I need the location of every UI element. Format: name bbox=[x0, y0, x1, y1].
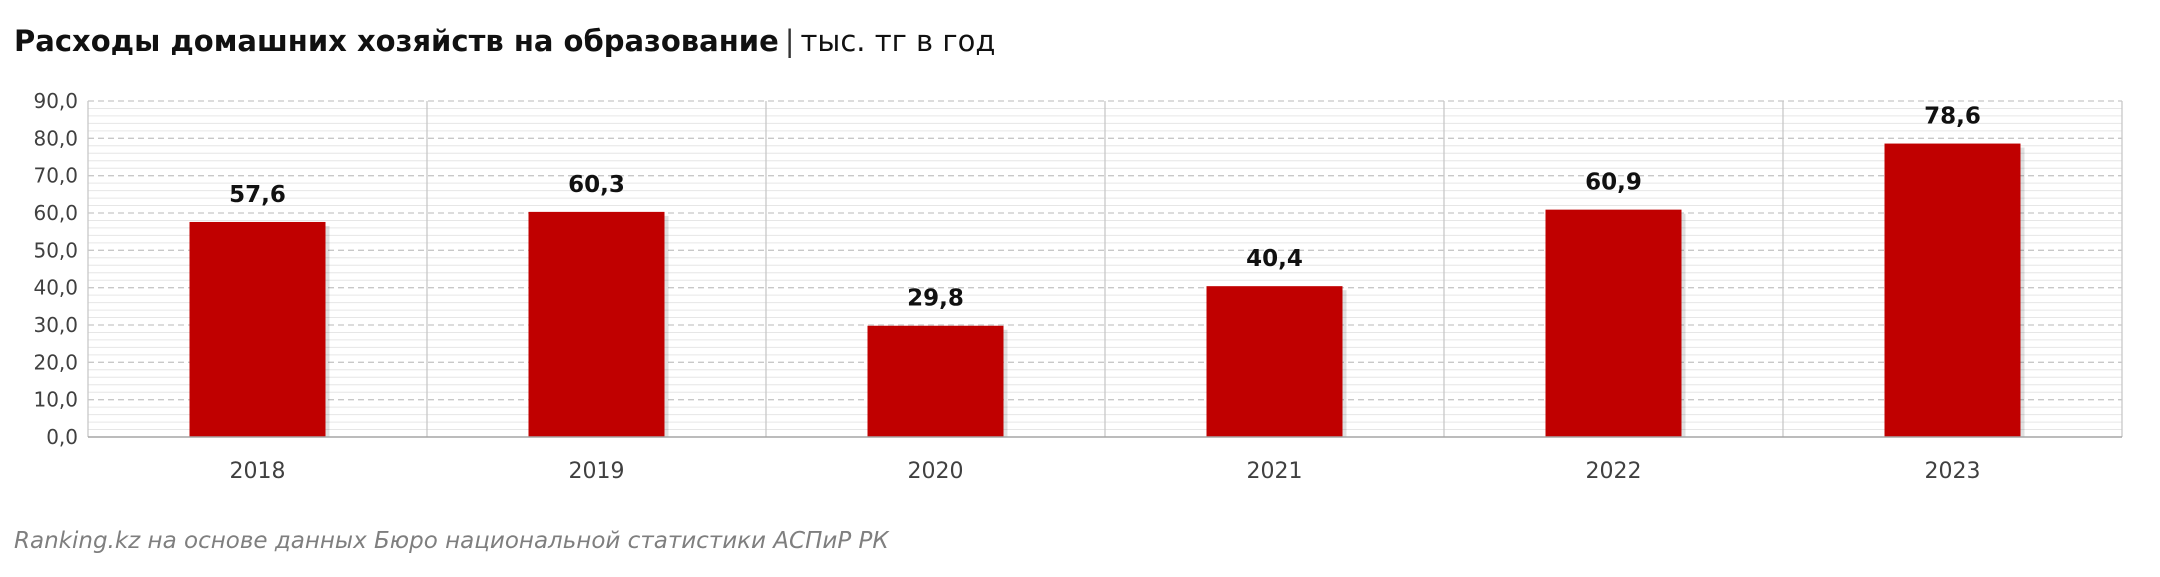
y-tick-label: 30,0 bbox=[33, 313, 78, 337]
bar-value-label: 78,6 bbox=[1924, 104, 1981, 130]
value-labels: 57,6 60,3 29,8 40,4 60,9 78,6 bbox=[229, 104, 1981, 312]
title-separator: | bbox=[784, 24, 795, 58]
y-axis: 0,0 10,0 20,0 30,0 40,0 50,0 60,0 70,0 80,0 90,0 bbox=[33, 89, 78, 449]
bar bbox=[528, 211, 665, 437]
bar-value-label: 60,9 bbox=[1585, 170, 1642, 196]
bar bbox=[189, 221, 326, 437]
chart-title: Расходы домашних хозяйств на образование… bbox=[14, 24, 995, 58]
bar-value-label: 40,4 bbox=[1246, 246, 1303, 272]
y-tick-label: 0,0 bbox=[46, 425, 78, 449]
bar bbox=[1545, 209, 1682, 437]
y-tick-label: 10,0 bbox=[33, 388, 78, 412]
x-tick-label: 2019 bbox=[569, 459, 625, 484]
x-tick-label: 2021 bbox=[1247, 459, 1303, 484]
chart-title-main: Расходы домашних хозяйств на образование bbox=[14, 24, 779, 58]
bar bbox=[867, 325, 1004, 437]
chart-title-unit: тыс. тг в год bbox=[800, 24, 996, 58]
x-tick-label: 2022 bbox=[1586, 459, 1642, 484]
y-tick-label: 80,0 bbox=[33, 126, 78, 150]
y-tick-label: 70,0 bbox=[33, 164, 78, 188]
x-tick-label: 2018 bbox=[230, 459, 286, 484]
y-tick-label: 90,0 bbox=[33, 89, 78, 113]
chart-grid bbox=[87, 100, 2123, 437]
chart-bars bbox=[189, 143, 2025, 437]
bar bbox=[1884, 143, 2021, 437]
data-source: Ranking.kz на основе данных Бюро национа… bbox=[14, 528, 889, 554]
y-tick-label: 20,0 bbox=[33, 350, 78, 374]
y-tick-label: 50,0 bbox=[33, 238, 78, 262]
bar-value-label: 60,3 bbox=[568, 172, 625, 198]
y-tick-label: 60,0 bbox=[33, 201, 78, 225]
y-tick-label: 40,0 bbox=[33, 276, 78, 300]
bar-value-label: 57,6 bbox=[229, 182, 286, 208]
x-axis: 2018 2019 2020 2021 2022 2023 bbox=[88, 436, 2122, 484]
bar-value-label: 29,8 bbox=[907, 286, 964, 312]
bar bbox=[1206, 286, 1343, 437]
x-tick-label: 2023 bbox=[1925, 459, 1981, 484]
x-tick-label: 2020 bbox=[908, 459, 964, 484]
